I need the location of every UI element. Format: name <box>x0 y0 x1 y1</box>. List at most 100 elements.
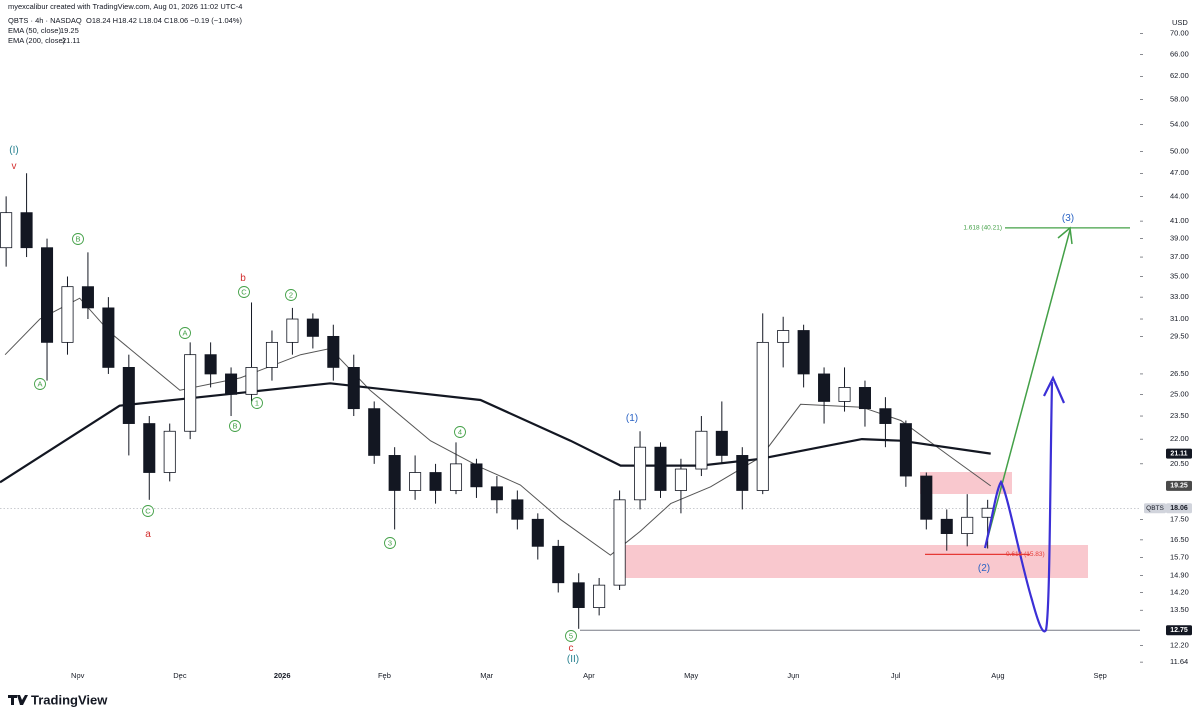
symbol-tag-label: QBTS <box>1146 505 1164 512</box>
x-tick-label: Apr <box>583 671 595 680</box>
symbol-line: QBTS · 4h · NASDAQ <box>8 16 82 25</box>
candle-body <box>265 341 278 368</box>
candle-body <box>756 341 769 491</box>
y-tick-label: 16.50 <box>1170 535 1189 544</box>
price-tag-label: 21.11 <box>1170 450 1187 457</box>
candle-body <box>572 582 585 608</box>
candle-body <box>327 335 340 368</box>
symbol-tag <box>1144 503 1166 514</box>
legend-value: 19.25 <box>60 26 79 35</box>
candle-body <box>490 486 503 501</box>
y-tick-label: 41.00 <box>1170 216 1189 225</box>
hand-drawn-path <box>983 375 1066 633</box>
ema-line <box>0 382 991 484</box>
wave-circle <box>179 327 191 339</box>
candle-body <box>940 518 953 534</box>
price-tag-label: 18.06 <box>1170 505 1188 512</box>
y-tick-label: 14.90 <box>1170 571 1189 580</box>
x-tick-label: Dec <box>173 671 187 680</box>
y-tick-label: 22.00 <box>1170 434 1189 443</box>
x-tick-label: Aug <box>991 671 1004 680</box>
y-tick-label: 17.50 <box>1170 514 1189 523</box>
y-tick-label: 33.00 <box>1170 292 1189 301</box>
candle-body <box>102 307 115 368</box>
x-tick-label: Nov <box>71 671 85 680</box>
wave-label: 2 <box>289 290 293 299</box>
wave-label: v <box>12 161 17 172</box>
author-line: myexcalibur created with TradingView.com… <box>8 2 242 11</box>
candle-body <box>920 475 933 520</box>
wave-circle <box>72 233 84 245</box>
candle-body <box>634 446 647 501</box>
wave-label: C <box>241 287 247 296</box>
wave-label: 1 <box>255 398 259 407</box>
y-tick-label: 50.00 <box>1170 147 1189 156</box>
wave-label: 4 <box>458 427 462 436</box>
y-tick-label: 58.00 <box>1170 95 1189 104</box>
y-tick-label: 13.50 <box>1170 605 1189 614</box>
candle-body <box>409 472 422 491</box>
y-tick-label: 66.00 <box>1170 49 1189 58</box>
blue-path <box>983 381 1054 633</box>
x-tick-label: Feb <box>378 671 391 680</box>
x-tick-label: 2026 <box>274 671 291 680</box>
y-tick-label: 62.00 <box>1170 71 1189 80</box>
candle-body <box>736 455 749 491</box>
candle-body <box>961 516 974 534</box>
candle-body <box>388 455 401 491</box>
candle-body <box>695 430 708 470</box>
wave-circle <box>565 630 577 642</box>
price-tag-label: 12.75 <box>1170 627 1188 634</box>
wave-label: a <box>145 529 151 540</box>
y-tick-label: 25.00 <box>1170 389 1189 398</box>
candle-body <box>899 423 912 477</box>
green-arrow-line <box>984 229 1071 549</box>
candle-body <box>347 367 360 410</box>
wave-label: A <box>37 379 42 388</box>
wave-label: (II) <box>567 654 579 665</box>
candle-body <box>204 354 217 375</box>
candle-body <box>777 330 790 343</box>
price-tag-label: 19.25 <box>1170 483 1188 490</box>
x-tick-label: Jul <box>891 671 901 680</box>
wave-circle <box>384 537 396 549</box>
candle-body <box>797 330 810 375</box>
candle-body <box>511 499 524 520</box>
x-tick-label: Jun <box>787 671 799 680</box>
candle-body <box>879 408 892 424</box>
fib-label: 1.618 (40.21) <box>963 225 1002 232</box>
y-tick-label: 47.00 <box>1170 168 1189 177</box>
candle-body <box>122 367 135 424</box>
price-tag <box>1166 448 1192 459</box>
wave-label: 5 <box>569 631 573 640</box>
y-tick-label: 54.00 <box>1170 120 1189 129</box>
y-tick-label: 12.20 <box>1170 641 1189 650</box>
wave-label: c <box>569 643 574 654</box>
wave-circle <box>229 420 241 432</box>
x-tick-label: Mar <box>480 671 493 680</box>
wave-label: b <box>240 273 246 284</box>
y-tick-label: 35.00 <box>1170 271 1189 280</box>
x-tick-label: May <box>684 671 698 680</box>
brand-name: TradingView <box>31 692 108 707</box>
x-tick-label: Sep <box>1093 671 1106 680</box>
candle-body <box>306 318 319 337</box>
plot-area <box>0 173 1140 631</box>
candle-body <box>143 423 156 473</box>
candle-body <box>61 286 74 343</box>
candle-body <box>838 387 851 402</box>
candle-body <box>429 472 442 491</box>
price-tag <box>1166 480 1192 491</box>
candle-body <box>593 584 606 608</box>
wave-circle <box>251 397 263 409</box>
y-tick-label: 39.00 <box>1170 234 1189 243</box>
wave-label: A <box>182 328 187 337</box>
ohlc-line: O18.24 H18.42 L18.04 C18.06 −0.19 (−1.04… <box>86 16 242 25</box>
candle-body <box>858 387 871 410</box>
candle-body <box>654 446 667 491</box>
price-tag <box>1166 625 1192 636</box>
candle-body <box>449 463 463 491</box>
wave-label: (2) <box>978 563 990 574</box>
